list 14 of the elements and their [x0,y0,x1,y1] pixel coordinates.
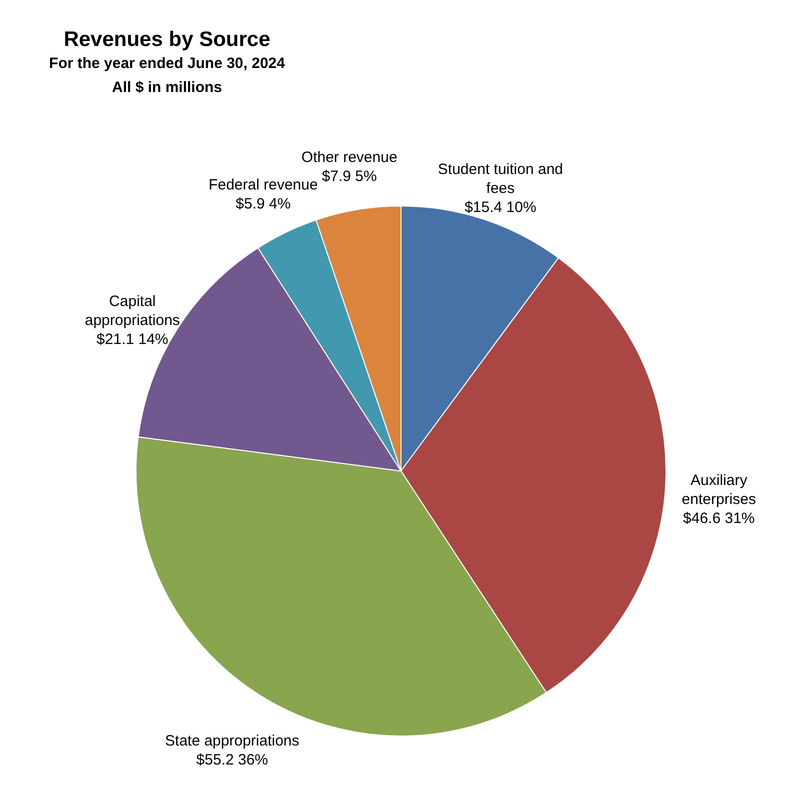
slice-label: Auxiliary enterprises [682,472,756,508]
data-label: $55.2 36% [196,751,268,768]
slice-label: Student tuition and fees [438,160,564,197]
data-label: $46.6 31% [683,510,755,527]
data-label: $5.9 4% [236,195,291,212]
data-label: $21.1 14% [96,330,168,348]
slice-label: State appropriations [165,732,300,750]
slice-label: Other revenue [301,149,398,166]
data-label: $15.4 10% [464,198,536,216]
chart-subtitle: For the year ended June 30, 2024 All $ in millions [49,55,286,96]
chart-title: Revenues by Source [64,28,270,52]
slice-label: Federal revenue [208,176,318,194]
data-label: $7.9 5% [322,168,377,186]
slice-label: Capital appropriations [84,292,180,329]
